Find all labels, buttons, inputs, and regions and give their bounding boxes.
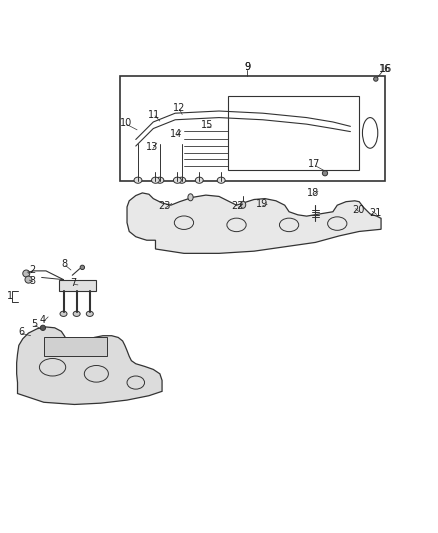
Bar (228, 96, 359, 170)
Ellipse shape (80, 265, 85, 270)
Ellipse shape (86, 311, 93, 317)
Text: 7: 7 (71, 278, 77, 288)
Ellipse shape (134, 177, 142, 183)
Ellipse shape (156, 177, 164, 183)
Text: 5: 5 (31, 319, 37, 329)
Ellipse shape (195, 177, 203, 183)
Bar (44, 336, 107, 356)
Text: 18: 18 (307, 188, 319, 198)
Text: 12: 12 (173, 103, 185, 113)
Text: 21: 21 (370, 208, 382, 218)
Ellipse shape (173, 177, 181, 183)
Text: 8: 8 (62, 260, 68, 269)
Text: 13: 13 (146, 142, 159, 152)
Ellipse shape (178, 177, 186, 183)
Text: 4: 4 (40, 315, 46, 325)
Text: 2: 2 (30, 264, 36, 274)
Text: 9: 9 (244, 62, 251, 72)
Text: 3: 3 (30, 276, 36, 286)
Text: 16: 16 (380, 64, 392, 75)
Text: 16: 16 (379, 64, 392, 75)
Ellipse shape (23, 270, 30, 277)
Polygon shape (17, 327, 162, 405)
Polygon shape (127, 193, 381, 253)
Text: 14: 14 (170, 129, 182, 139)
Ellipse shape (25, 276, 32, 283)
Ellipse shape (73, 311, 80, 317)
Text: 17: 17 (308, 159, 321, 169)
Ellipse shape (60, 311, 67, 317)
Bar (59, 280, 96, 290)
Ellipse shape (217, 177, 225, 183)
Ellipse shape (40, 325, 46, 330)
Text: 6: 6 (18, 327, 24, 337)
Text: 20: 20 (352, 205, 364, 215)
Ellipse shape (188, 194, 193, 201)
Ellipse shape (374, 77, 378, 81)
Ellipse shape (152, 177, 159, 183)
Text: 11: 11 (148, 109, 160, 119)
Text: 22: 22 (231, 201, 244, 211)
Text: 19: 19 (256, 199, 268, 209)
Text: 15: 15 (201, 120, 213, 131)
Ellipse shape (240, 201, 246, 208)
Text: 10: 10 (120, 118, 132, 128)
Ellipse shape (322, 171, 328, 176)
Text: 23: 23 (158, 201, 170, 212)
Bar (120, 76, 385, 181)
Text: 1: 1 (7, 291, 13, 301)
Text: 9: 9 (244, 62, 251, 72)
